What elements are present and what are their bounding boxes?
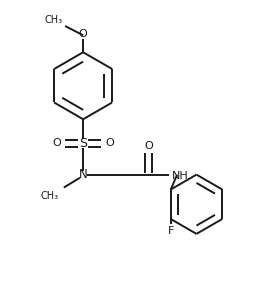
Text: NH: NH xyxy=(172,171,189,181)
Text: F: F xyxy=(168,226,174,235)
Text: O: O xyxy=(145,141,153,151)
Text: O: O xyxy=(79,29,88,39)
Text: N: N xyxy=(79,168,88,181)
Text: O: O xyxy=(105,138,114,148)
Text: S: S xyxy=(79,137,87,150)
Text: CH₃: CH₃ xyxy=(40,191,59,201)
Text: O: O xyxy=(52,138,61,148)
Text: CH₃: CH₃ xyxy=(44,15,62,26)
